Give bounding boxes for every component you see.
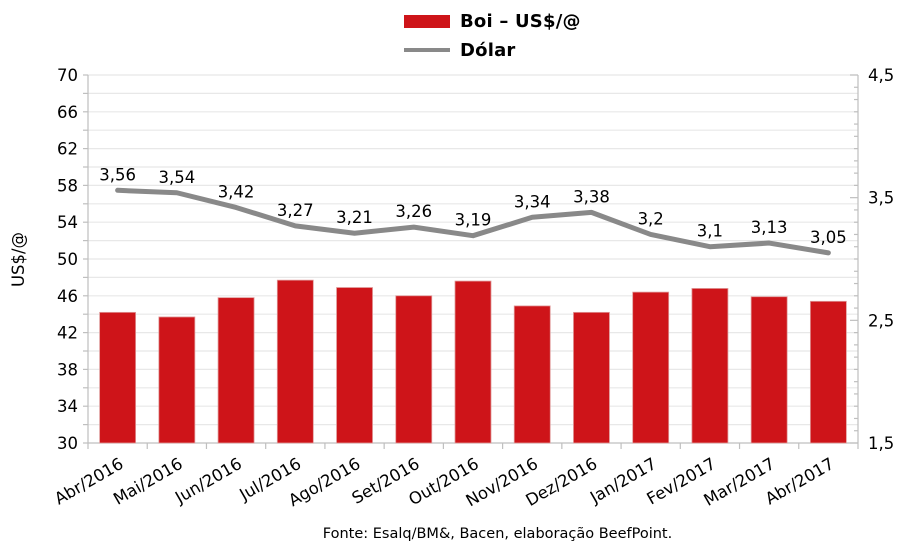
left-axis-tick-label: 38: [57, 360, 78, 379]
boi-bar: [276, 279, 314, 444]
dolar-data-label: 3,26: [395, 202, 432, 221]
boi-bar: [217, 297, 255, 444]
right-axis-tick-label: 4,5: [868, 66, 894, 85]
source-footnote: Fonte: Esalq/BM&, Bacen, elaboração Beef…: [322, 526, 673, 542]
x-axis-category-label: Jun/2016: [171, 454, 245, 508]
legend-label-boi: Boi – US$/@: [460, 10, 581, 32]
dolar-series-swatch-icon: [404, 48, 450, 52]
dolar-data-label: 3,56: [99, 165, 136, 184]
legend-item-dolar[interactable]: Dólar: [404, 39, 581, 61]
legend: Boi – US$/@ Dólar: [404, 10, 581, 61]
left-axis-tick-label: 30: [57, 434, 78, 453]
left-axis-tick-label: 50: [57, 250, 78, 269]
left-axis-tick-label: 42: [57, 324, 78, 343]
left-axis-tick-label: 46: [57, 287, 78, 306]
boi-bar: [454, 280, 492, 444]
right-axis-tick-label: 2,5: [868, 311, 894, 330]
dolar-line: [115, 187, 831, 256]
boi-bar: [395, 295, 433, 444]
dolar-data-label: 3,38: [573, 187, 610, 206]
boi-series-swatch-icon: [404, 14, 450, 28]
boi-bar: [158, 316, 196, 444]
left-axis-tick-label: 66: [57, 103, 78, 122]
dolar-data-label: 3,13: [751, 218, 788, 237]
dolar-data-label: 3,19: [455, 211, 492, 230]
left-axis-tick-label: 70: [57, 66, 78, 85]
dolar-data-label: 3,2: [638, 209, 664, 228]
boi-bar: [809, 300, 847, 444]
right-axis-tick-label: 1,5: [868, 434, 894, 453]
left-axis-title-wrap: US$/@: [4, 75, 34, 443]
boi-bar: [573, 311, 610, 444]
left-axis-tick-label: 34: [57, 397, 78, 416]
boi-bar: [632, 291, 670, 444]
dolar-data-label: 3,21: [336, 208, 373, 227]
left-axis-tick-label: 58: [57, 176, 78, 195]
boi-bar: [336, 287, 373, 444]
dolar-data-label: 3,1: [697, 222, 723, 241]
dolar-data-label: 3,34: [514, 192, 551, 211]
left-axis-title: US$/@: [9, 231, 29, 287]
left-axis-tick-label: 62: [57, 140, 78, 159]
dolar-data-label: 3,54: [158, 168, 195, 187]
legend-item-boi[interactable]: Boi – US$/@: [404, 10, 581, 32]
boi-bar: [691, 288, 729, 444]
dolar-data-label: 3,27: [277, 201, 314, 220]
dolar-data-label: 3,05: [810, 228, 847, 247]
legend-label-dolar: Dólar: [460, 39, 516, 61]
boi-bar: [513, 305, 551, 444]
dolar-data-label: 3,42: [218, 182, 255, 201]
right-axis-tick-label: 3,5: [868, 189, 894, 208]
boi-bar: [99, 311, 137, 444]
boi-bar: [750, 296, 788, 444]
left-axis-tick-label: 54: [57, 213, 78, 232]
